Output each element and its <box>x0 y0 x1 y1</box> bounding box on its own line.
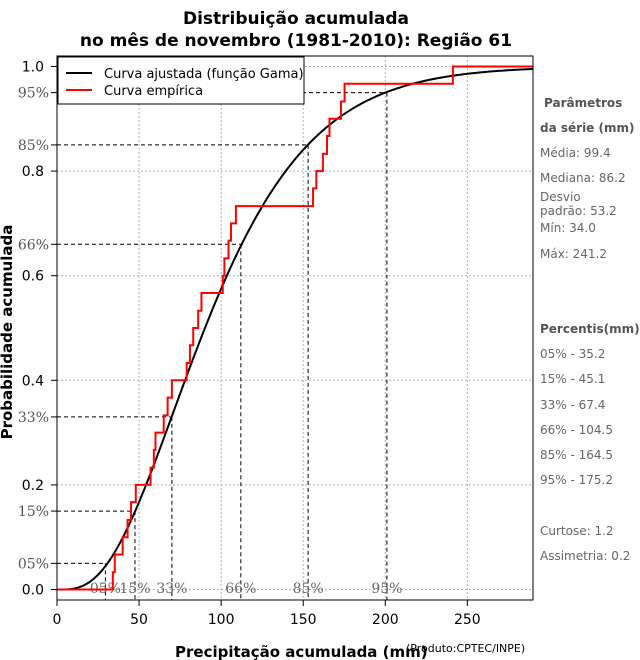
x-tick-label: 0 <box>53 612 62 628</box>
percentil-85: 85% - 164.5 <box>540 448 613 462</box>
x-percentile-labels: 05%15% 33% 66% 85% 95% <box>90 581 403 597</box>
y-axis-label: Probabilidade acumulada <box>0 225 16 440</box>
percentil-33: 33% - 67.4 <box>540 398 605 412</box>
y-percentile-label: 15% <box>18 504 49 520</box>
x-percentile-label: 95% <box>371 581 402 597</box>
percentis-heading: Percentis(mm) <box>540 322 640 336</box>
percentil-05: 05% - 35.2 <box>540 347 605 361</box>
y-axis-ticks: 0.0 0.2 0.4 0.6 0.8 1.0 <box>22 59 57 599</box>
stat-curtose: Curtose: 1.2 <box>540 524 614 538</box>
y-tick-label: 1.0 <box>22 59 44 75</box>
legend-label-empirical: Curva empírica <box>104 84 203 99</box>
stat-assimetria: Assimetria: 0.2 <box>540 549 630 563</box>
x-tick-label: 200 <box>372 612 399 628</box>
x-axis-label: Precipitação acumulada (mm) <box>175 643 428 660</box>
x-tick-label: 250 <box>454 612 481 628</box>
y-tick-label: 0.8 <box>22 164 44 180</box>
x-percentile-label: 33% <box>156 581 187 597</box>
x-percentile-label: 66% <box>225 581 256 597</box>
stat-desvio-line-1: Desvio <box>540 190 581 204</box>
x-percentile-label: 15% <box>119 581 150 597</box>
y-tick-label: 0.2 <box>22 478 44 494</box>
side-panel: Parâmetros da série (mm) Média: 99.4 Med… <box>540 96 640 563</box>
percentil-95: 95% - 175.2 <box>540 473 613 487</box>
x-tick-label: 50 <box>130 612 148 628</box>
plot-frame <box>56 55 534 601</box>
empirical-step-curve <box>56 65 534 591</box>
y-percentile-label: 85% <box>18 138 49 154</box>
stat-max: Máx: 241.2 <box>540 247 607 261</box>
x-axis-ticks: 0 50 100 150 200 250 <box>53 600 481 628</box>
y-percentile-label: 95% <box>18 86 49 102</box>
y-percentile-label: 66% <box>18 237 49 253</box>
y-tick-label: 0.6 <box>22 269 44 285</box>
params-heading-line-2: da série (mm) <box>540 121 634 135</box>
x-tick-label: 100 <box>208 612 235 628</box>
stat-mediana: Mediana: 86.2 <box>540 171 626 185</box>
series-lines <box>56 65 534 591</box>
y-percentile-label: 05% <box>18 556 49 572</box>
chart-title-line-1: Distribuição acumulada <box>183 9 409 29</box>
stat-media: Média: 99.4 <box>540 146 611 160</box>
chart-title-line-2: no mês de novembro (1981-2010): Região 6… <box>80 31 512 51</box>
stat-min: Mín: 34.0 <box>540 221 596 235</box>
legend: Curva ajustada (função Gama) Curva empír… <box>57 56 305 105</box>
params-heading-line-1: Parâmetros <box>544 96 622 110</box>
grid-lines <box>56 56 533 600</box>
y-percentile-label: 33% <box>18 410 49 426</box>
legend-box <box>57 56 305 105</box>
stat-desvio-line-2: padrão: 53.2 <box>540 204 617 218</box>
percentil-15: 15% - 45.1 <box>540 372 605 386</box>
x-percentile-label: 85% <box>293 581 324 597</box>
credit-label: (Produto:CPTEC/INPE) <box>406 642 525 655</box>
percentile-guides <box>57 92 388 600</box>
percentil-66: 66% - 104.5 <box>540 423 613 437</box>
legend-label-fitted: Curva ajustada (função Gama) <box>104 67 304 82</box>
y-percentile-labels: 05% 15% 33% 66% 85% 95% <box>18 86 57 572</box>
x-tick-label: 150 <box>290 612 317 628</box>
y-tick-label: 0.4 <box>22 373 44 389</box>
y-tick-label: 0.0 <box>22 583 44 599</box>
